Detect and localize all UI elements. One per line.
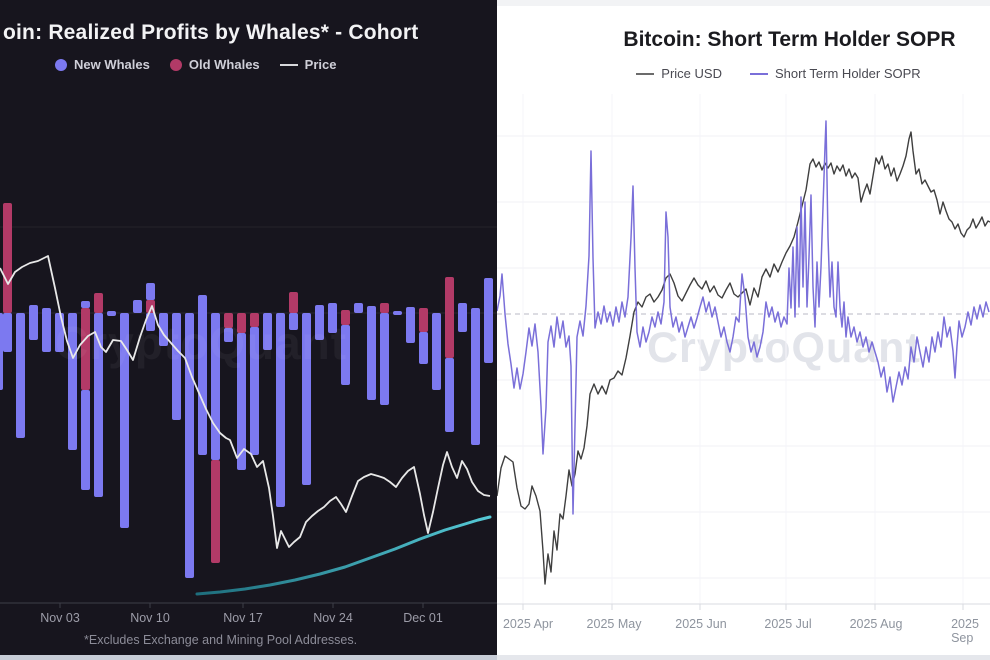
x-tick-label: 2025 Apr <box>502 617 554 631</box>
whale-bar-new[interactable] <box>419 332 428 364</box>
whale-bar-old[interactable] <box>445 277 454 358</box>
whale-bar-new[interactable] <box>276 313 285 507</box>
whale-bar-new[interactable] <box>55 313 64 352</box>
whale-bar-new[interactable] <box>367 306 376 400</box>
whale-bar-old[interactable] <box>419 308 428 332</box>
x-tick-label: Nov 10 <box>130 611 170 625</box>
whale-bar-new[interactable] <box>406 307 415 343</box>
whale-bar-new[interactable] <box>146 313 155 331</box>
whale-bar-new[interactable] <box>81 301 90 308</box>
whale-bar-old[interactable] <box>224 313 233 328</box>
whale-bar-new[interactable] <box>328 303 337 333</box>
whales-chart-panel: CryptoQuant oin: Realized Profits by Wha… <box>0 0 497 655</box>
x-tick-label: 2025 Jun <box>675 617 727 631</box>
legend-item-new-whales[interactable]: New Whales <box>55 57 150 72</box>
whales-footnote: *Excludes Exchange and Mining Pool Addre… <box>84 633 358 647</box>
whale-bar-new[interactable] <box>0 313 3 390</box>
whale-bar-new[interactable] <box>224 328 233 342</box>
whales-legend: New Whales Old Whales Price <box>55 57 336 72</box>
whale-bar-old[interactable] <box>94 293 103 313</box>
whale-bar-new[interactable] <box>3 313 12 352</box>
whale-bar-new[interactable] <box>302 313 311 485</box>
whale-bar-old[interactable] <box>380 303 389 313</box>
whale-bar-new[interactable] <box>68 313 77 450</box>
x-tick-label: Nov 17 <box>223 611 263 625</box>
whale-bar-new[interactable] <box>250 327 259 455</box>
whale-bar-old[interactable] <box>250 313 259 327</box>
price-line-swatch-icon <box>279 63 298 66</box>
sopr-chart-title: Bitcoin: Short Term Holder SOPR <box>623 28 956 51</box>
whale-bar-new[interactable] <box>133 300 142 313</box>
sopr-chart-plot[interactable] <box>497 6 990 655</box>
whale-bar-old[interactable] <box>81 308 90 390</box>
teal-curve[interactable] <box>195 515 492 596</box>
whale-bar-new[interactable] <box>16 313 25 438</box>
x-tick-label: 2025 May <box>586 617 642 631</box>
sopr-legend: Price USD Short Term Holder SOPR <box>497 66 990 81</box>
x-tick-label: Nov 03 <box>40 611 80 625</box>
whale-bar-new[interactable] <box>393 311 402 315</box>
whale-bar-new[interactable] <box>146 283 155 300</box>
whale-bar-new[interactable] <box>289 313 298 330</box>
x-tick-label: 2025 Jul <box>764 617 812 631</box>
whale-bar-new[interactable] <box>354 303 363 313</box>
legend-label-sth-sopr: Short Term Holder SOPR <box>774 66 921 81</box>
whale-bar-old[interactable] <box>237 313 246 333</box>
x-tick-label: 2025 Aug <box>849 617 903 631</box>
whale-bar-new[interactable] <box>211 313 220 460</box>
whale-bar-new[interactable] <box>445 358 454 432</box>
price-line[interactable] <box>0 255 491 549</box>
legend-item-old-whales[interactable]: Old Whales <box>169 57 260 72</box>
bottom-edge-strip <box>0 655 990 660</box>
whale-bar-new[interactable] <box>458 303 467 332</box>
whale-bar-old[interactable] <box>3 203 12 313</box>
x-tick-label: Nov 24 <box>313 611 353 625</box>
whale-bar-new[interactable] <box>315 305 324 340</box>
whale-bar-new[interactable] <box>81 390 90 490</box>
whale-bar-new[interactable] <box>237 333 246 470</box>
whale-bar-new[interactable] <box>432 313 441 390</box>
whale-bar-new[interactable] <box>120 313 129 528</box>
legend-label-old-whales: Old Whales <box>188 57 260 72</box>
whale-bar-old[interactable] <box>289 292 298 313</box>
whale-bar-new[interactable] <box>107 311 116 316</box>
whale-bar-new[interactable] <box>172 313 181 420</box>
whale-bar-old[interactable] <box>211 460 220 563</box>
whales-chart-title: oin: Realized Profits by Whales* - Cohor… <box>3 21 419 44</box>
x-tick-label: Dec 01 <box>403 611 443 625</box>
legend-label-price-usd: Price USD <box>661 66 722 81</box>
sth-sopr-line[interactable] <box>497 120 990 515</box>
whale-bar-new[interactable] <box>198 295 207 455</box>
whale-bar-new[interactable] <box>471 308 480 445</box>
new-whales-dot-icon <box>55 58 67 71</box>
whale-bar-new[interactable] <box>94 313 103 497</box>
whale-bar-new[interactable] <box>484 278 493 363</box>
legend-label-new-whales: New Whales <box>74 57 150 72</box>
whale-bar-new[interactable] <box>185 313 194 578</box>
whale-bar-new[interactable] <box>29 305 38 340</box>
legend-item-price[interactable]: Price <box>279 57 337 72</box>
x-tick-label: 2025 Sep <box>951 617 979 645</box>
old-whales-dot-icon <box>169 58 182 71</box>
price-usd-swatch-icon <box>636 72 655 75</box>
whale-bar-old[interactable] <box>341 310 350 325</box>
whale-bar-new[interactable] <box>42 308 51 352</box>
whale-bar-new[interactable] <box>341 325 350 385</box>
sopr-chart-panel: CryptoQuant Bitcoin: Short Term Holder S… <box>497 0 990 655</box>
whale-bar-new[interactable] <box>263 313 272 350</box>
sopr-swatch-icon <box>749 72 768 75</box>
whale-bar-new[interactable] <box>380 313 389 405</box>
legend-label-price: Price <box>304 57 337 72</box>
legend-item-sth-sopr[interactable]: Short Term Holder SOPR <box>749 66 921 81</box>
price-usd-line[interactable] <box>497 131 990 585</box>
legend-item-price-usd[interactable]: Price USD <box>636 66 722 81</box>
whales-chart-plot[interactable] <box>0 0 497 655</box>
